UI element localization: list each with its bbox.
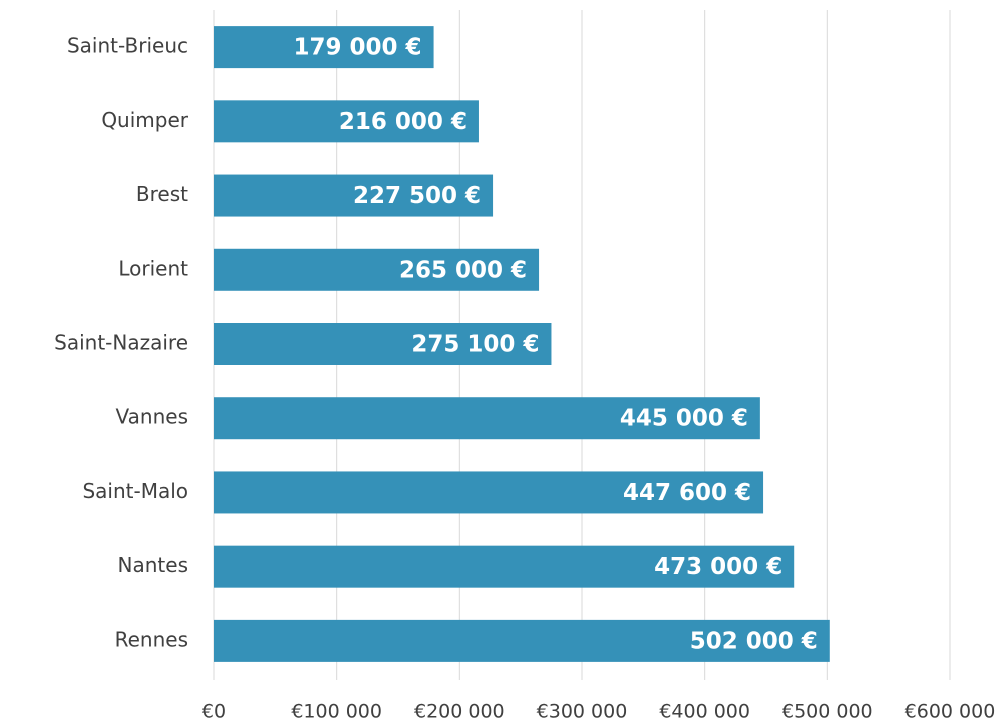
- data-label: 227 500 €: [353, 183, 481, 209]
- bar: [214, 248, 540, 291]
- data-label: 502 000 €: [690, 628, 818, 654]
- y-tick-label: Vannes: [116, 405, 188, 429]
- y-tick-label: Brest: [136, 182, 188, 206]
- bar: [214, 619, 830, 662]
- y-tick-label: Saint-Brieuc: [67, 34, 188, 58]
- data-label: 445 000 €: [620, 406, 748, 432]
- y-tick-label: Nantes: [118, 553, 188, 577]
- y-tick-label: Quimper: [101, 108, 188, 132]
- bar: [214, 471, 764, 514]
- data-label: 447 600 €: [623, 480, 751, 506]
- y-tick-label: Saint-Nazaire: [54, 331, 188, 355]
- bar: [214, 545, 795, 588]
- data-label: 216 000 €: [339, 109, 467, 135]
- data-label: 179 000 €: [294, 35, 422, 61]
- x-tick-label: €200 000: [414, 701, 505, 723]
- x-tick-label: €0: [202, 701, 226, 723]
- data-label: 473 000 €: [654, 554, 782, 580]
- x-tick-label: €500 000: [782, 701, 873, 723]
- x-tick-label: €100 000: [291, 701, 382, 723]
- data-label: 265 000 €: [399, 257, 527, 283]
- data-label: 275 100 €: [411, 332, 539, 358]
- bar: [214, 323, 552, 365]
- y-tick-label: Lorient: [118, 256, 188, 280]
- bar: [214, 100, 479, 143]
- x-tick-label: €300 000: [537, 701, 628, 723]
- x-tick-label: €600 000: [905, 701, 996, 723]
- x-tick-label: €400 000: [659, 701, 750, 723]
- bar: [214, 26, 434, 69]
- y-tick-label: Saint-Malo: [82, 479, 188, 503]
- bar: [214, 397, 760, 440]
- bar: [214, 174, 494, 217]
- y-tick-label: Rennes: [115, 627, 188, 651]
